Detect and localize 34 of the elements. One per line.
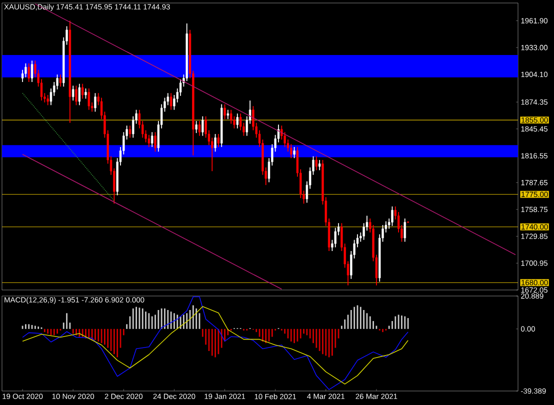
- candlestick: [81, 83, 84, 100]
- candlestick: [30, 60, 34, 82]
- candlestick: [334, 227, 336, 248]
- candlestick: [195, 120, 198, 134]
- candlestick: [236, 113, 239, 129]
- candlestick: [230, 109, 232, 124]
- candlestick: [150, 132, 154, 148]
- candlestick: [78, 83, 81, 106]
- candlestick: [59, 74, 62, 88]
- candlestick: [391, 206, 394, 226]
- candlestick: [214, 134, 216, 152]
- candlestick: [148, 134, 150, 148]
- candlestick: [46, 94, 49, 106]
- candlestick: [24, 62, 27, 78]
- candlestick: [75, 85, 78, 106]
- candlestick: [226, 109, 230, 120]
- candlestick: [28, 62, 30, 82]
- candlestick: [404, 218, 406, 242]
- candlestick: [315, 156, 318, 171]
- candlestick: [72, 85, 74, 101]
- candlestick: [198, 120, 201, 136]
- candlestick: [154, 132, 156, 152]
- candlestick: [94, 92, 96, 112]
- line-series: [22, 306, 408, 384]
- candlestick: [293, 146, 296, 159]
- candlestick: [318, 160, 321, 171]
- candlestick: [128, 125, 132, 138]
- candlestick: [224, 104, 226, 120]
- candlestick: [290, 144, 292, 159]
- candlestick: [88, 88, 90, 110]
- candlestick: [84, 88, 87, 100]
- candlestick: [202, 116, 204, 136]
- candlestick: [217, 134, 220, 148]
- candlestick: [170, 92, 172, 110]
